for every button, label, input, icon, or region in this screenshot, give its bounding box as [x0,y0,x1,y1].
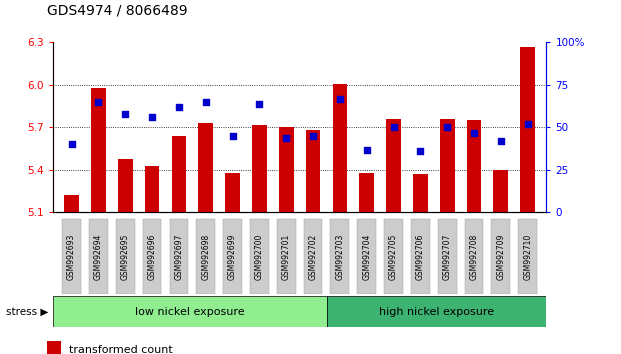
FancyBboxPatch shape [89,219,108,294]
Bar [64,195,79,212]
Bar [47,341,61,354]
Bar [440,119,455,212]
Text: GSM992703: GSM992703 [335,233,345,280]
Bar [494,170,508,212]
FancyBboxPatch shape [491,219,510,294]
Point [281,135,291,141]
Bar [198,123,213,212]
Point [66,142,76,147]
Bar [279,127,294,212]
Bar [252,125,267,212]
Point [227,133,237,139]
FancyBboxPatch shape [250,219,269,294]
Bar [171,136,186,212]
FancyBboxPatch shape [357,219,376,294]
Text: GSM992698: GSM992698 [201,233,211,280]
Text: GSM992710: GSM992710 [524,233,532,280]
FancyBboxPatch shape [223,219,242,294]
FancyBboxPatch shape [143,219,161,294]
FancyBboxPatch shape [411,219,430,294]
Text: transformed count: transformed count [69,345,173,354]
Bar [118,159,133,212]
FancyBboxPatch shape [327,296,546,327]
Text: low nickel exposure: low nickel exposure [135,307,245,316]
Text: GSM992708: GSM992708 [469,233,479,280]
Bar [332,84,347,212]
FancyBboxPatch shape [519,219,537,294]
Point [93,99,103,105]
Text: stress ▶: stress ▶ [6,307,48,316]
Point [442,125,452,130]
Point [147,114,157,120]
Text: GSM992709: GSM992709 [496,233,505,280]
Point [496,138,506,144]
Bar [466,120,481,212]
Point [389,125,399,130]
Bar [306,130,320,212]
Bar [520,47,535,212]
Bar [225,173,240,212]
FancyBboxPatch shape [116,219,135,294]
Point [120,111,130,117]
FancyBboxPatch shape [304,219,322,294]
FancyBboxPatch shape [277,219,296,294]
Point [335,96,345,101]
Point [415,148,425,154]
FancyBboxPatch shape [53,296,327,327]
Text: GDS4974 / 8066489: GDS4974 / 8066489 [47,4,187,18]
FancyBboxPatch shape [330,219,349,294]
Text: GSM992704: GSM992704 [362,233,371,280]
Bar [145,166,160,212]
Text: GSM992697: GSM992697 [175,233,183,280]
Bar [413,174,428,212]
Text: GSM992699: GSM992699 [228,233,237,280]
Text: GSM992706: GSM992706 [416,233,425,280]
Text: GSM992702: GSM992702 [309,233,317,280]
FancyBboxPatch shape [465,219,483,294]
Text: GSM992701: GSM992701 [282,233,291,280]
Point [201,99,211,105]
Text: GSM992693: GSM992693 [67,233,76,280]
Text: GSM992696: GSM992696 [148,233,156,280]
Text: GSM992695: GSM992695 [120,233,130,280]
FancyBboxPatch shape [62,219,81,294]
Point [469,130,479,135]
Bar [91,88,106,212]
Point [362,147,372,152]
Text: GSM992707: GSM992707 [443,233,451,280]
FancyBboxPatch shape [196,219,215,294]
Point [308,133,318,139]
Text: GSM992705: GSM992705 [389,233,398,280]
FancyBboxPatch shape [384,219,403,294]
Text: GSM992700: GSM992700 [255,233,264,280]
Text: high nickel exposure: high nickel exposure [379,307,494,316]
FancyBboxPatch shape [438,219,456,294]
Point [523,121,533,127]
Bar [360,173,374,212]
Point [255,101,265,107]
FancyBboxPatch shape [170,219,188,294]
Bar [386,119,401,212]
Point [174,104,184,110]
Text: GSM992694: GSM992694 [94,233,103,280]
